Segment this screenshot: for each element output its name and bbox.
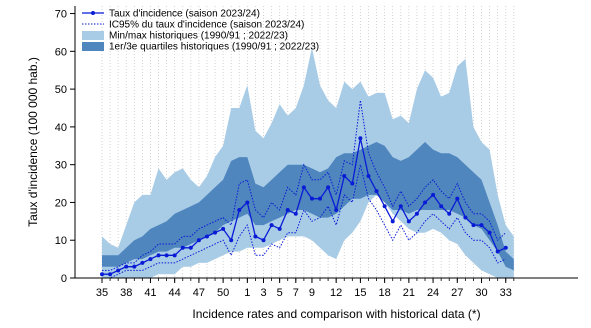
y-tick-label: 20 [55, 197, 67, 209]
x-tick-label: 9 [309, 287, 315, 299]
x-tick-label: 35 [96, 287, 108, 299]
incidence-rate-point [237, 208, 242, 212]
incidence-rate-point [374, 189, 379, 194]
incidence-rate-point [382, 204, 387, 209]
confidence-interval-group [102, 100, 507, 279]
incidence-rate-point [140, 260, 145, 265]
incidence-rate-point [156, 253, 161, 258]
incidence-rate-point [358, 136, 363, 141]
y-tick-label: 70 [55, 9, 67, 21]
x-tick-label: 7 [293, 287, 299, 299]
x-tick-label: 12 [330, 287, 342, 299]
legend: Taux d'incidence (saison 2023/24)IC95% d… [82, 9, 319, 53]
incidence-rate-point [124, 264, 129, 269]
x-tick-label: 1 [244, 287, 250, 299]
x-tick-label: 15 [354, 287, 366, 299]
incidence-rate-point [495, 249, 500, 254]
incidence-rate-point [487, 230, 492, 235]
incidence-rate-point [196, 238, 201, 243]
incidence-rate-point [503, 245, 508, 250]
x-tick-label: 5 [277, 287, 283, 299]
incidence-rate-point [350, 181, 355, 186]
incidence-rate-point [100, 272, 104, 277]
x-tick-label: 24 [427, 287, 439, 299]
incidence-rate-point [447, 211, 452, 216]
incidence-rate-point [431, 192, 436, 197]
incidence-rate-point [455, 196, 460, 201]
x-tick-label: 38 [120, 287, 132, 299]
incidence-rate-point [366, 174, 371, 178]
y-tick-label: 30 [55, 160, 67, 172]
incidence-rate-point [285, 208, 290, 212]
x-axis-label: Incidence rates and comparison with hist… [192, 307, 480, 321]
y-tick-label: 50 [55, 84, 67, 96]
incidence-rate-point [221, 226, 226, 231]
legend-label: IC95% du taux d'incidence (saison 2023/2… [109, 20, 304, 31]
incidence-rate-point [309, 196, 314, 201]
incidence-rate-point [390, 219, 395, 224]
x-tick-label: 44 [169, 287, 181, 299]
y-tick-label: 0 [61, 273, 67, 285]
x-tick-label: 33 [500, 287, 512, 299]
legend-quartile-swatch [82, 42, 104, 51]
incidence-rate-point [398, 204, 403, 209]
quartile-band-group [102, 142, 514, 271]
ci-upper-line [102, 100, 507, 271]
incidence-rate-point [423, 200, 427, 205]
legend-minmax-swatch [82, 31, 104, 40]
incidence-rate-point [164, 253, 169, 258]
incidence-rate-point [406, 219, 411, 224]
legend-label: 1er/3e quartiles historiques (1990/91 ; … [109, 42, 319, 53]
incidence-rate-point [342, 174, 347, 178]
x-tick-label: 47 [193, 287, 205, 299]
incidence-rate-point [471, 223, 476, 228]
y-axis-label: Taux d'incidence (100 000 hab.) [26, 57, 40, 227]
incidence-rate-point [188, 245, 193, 250]
incidence-rate-point [479, 223, 484, 228]
x-tick-label: 41 [144, 287, 156, 299]
incidence-rate-point [253, 234, 258, 239]
x-tick-label: 50 [217, 287, 229, 299]
x-tick-label: 18 [379, 287, 391, 299]
incidence-rate-point [132, 264, 137, 269]
incidence-rate-point [334, 208, 339, 212]
incidence-rate-point [148, 257, 153, 262]
incidence-rate-point [414, 211, 419, 216]
incidence-rate-point [245, 200, 250, 205]
incidence-rate-point [213, 230, 218, 235]
quartile-band [102, 142, 514, 271]
incidence-rate-point [269, 223, 274, 228]
incidence-rate-point [326, 185, 331, 190]
x-tick-label: 27 [451, 287, 463, 299]
incidence-rate-point [261, 238, 266, 243]
incidence-rate-group [100, 136, 508, 277]
x-tick-label: 21 [403, 287, 415, 299]
ci-lower-line [102, 164, 506, 279]
incidence-rate-point [318, 196, 323, 201]
incidence-rate-point [180, 245, 185, 250]
legend-label: Min/max historiques (1990/91 ; 2022/23) [109, 31, 288, 42]
incidence-rate-point [439, 204, 444, 209]
incidence-rate-point [116, 268, 121, 273]
legend-label: Taux d'incidence (saison 2023/24) [109, 9, 260, 20]
y-tick-label: 10 [55, 235, 67, 247]
x-tick-label: 3 [260, 287, 266, 299]
incidence-rate-point [229, 238, 234, 243]
x-tick-label: 30 [475, 287, 487, 299]
incidence-rate-point [301, 185, 306, 190]
y-tick-label: 60 [55, 46, 67, 58]
y-tick-label: 40 [55, 122, 67, 134]
incidence-rate-point [293, 211, 298, 216]
incidence-rate-point [277, 226, 282, 231]
incidence-rate-point [463, 215, 468, 220]
legend-rate-marker [91, 11, 95, 15]
incidence-rate-point [172, 253, 177, 258]
incidence-rate-point [204, 234, 209, 239]
incidence-rate-point [108, 272, 113, 277]
